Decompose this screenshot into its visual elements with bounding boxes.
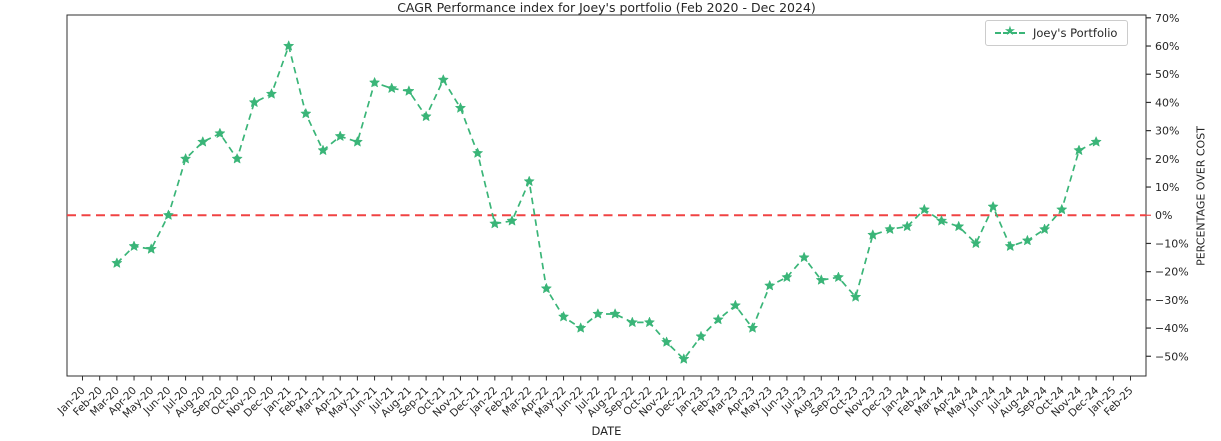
data-point-marker	[179, 152, 192, 164]
data-point-marker	[695, 330, 707, 342]
data-point-marker	[798, 251, 810, 263]
y-axis-label: PERCENTAGE OVER COST	[1194, 126, 1208, 266]
data-point-marker	[351, 135, 364, 147]
data-point-marker	[1038, 223, 1051, 235]
data-point-marker	[197, 135, 209, 147]
y-tick-label: −50%	[1155, 350, 1189, 363]
data-point-marker	[764, 279, 776, 291]
data-point-marker	[953, 220, 965, 232]
data-point-marker	[368, 76, 381, 88]
legend: ★ Joey's Portfolio	[985, 20, 1129, 46]
data-point-marker	[265, 88, 278, 99]
data-point-marker	[386, 82, 398, 94]
legend-series-label: Joey's Portfolio	[1033, 26, 1118, 40]
data-point-marker	[970, 237, 982, 249]
data-point-marker	[403, 85, 415, 96]
data-point-marker	[248, 96, 260, 108]
y-tick-label: −30%	[1155, 294, 1189, 307]
data-point-marker	[575, 322, 587, 333]
data-point-marker	[540, 282, 553, 294]
y-tick-label: −10%	[1155, 237, 1189, 250]
data-point-marker	[1073, 144, 1085, 156]
data-point-marker	[1090, 135, 1102, 147]
data-point-marker	[145, 243, 157, 254]
data-point-marker	[901, 220, 913, 232]
legend-line-sample: ★	[995, 25, 1025, 38]
data-point-marker	[884, 223, 896, 235]
x-axis-label: DATE	[591, 424, 622, 438]
data-point-marker	[454, 102, 467, 113]
y-tick-label: 0%	[1155, 209, 1172, 222]
data-point-marker	[300, 107, 312, 119]
data-point-marker	[1056, 203, 1068, 215]
data-point-marker	[746, 322, 759, 333]
data-point-marker	[849, 291, 862, 302]
data-point-marker	[437, 73, 449, 85]
data-point-marker	[282, 40, 295, 51]
y-tick-label: 40%	[1155, 96, 1179, 109]
data-point-marker	[523, 175, 535, 187]
data-point-marker	[987, 200, 999, 212]
data-point-marker	[557, 310, 570, 322]
data-point-marker	[592, 308, 604, 319]
data-point-marker	[506, 214, 518, 226]
data-point-marker	[317, 144, 329, 156]
chart-title: CAGR Performance index for Joey's portfo…	[397, 0, 816, 15]
data-point-marker	[471, 147, 484, 159]
y-tick-label: −40%	[1155, 322, 1189, 335]
data-point-marker	[729, 299, 742, 311]
data-point-marker	[643, 316, 656, 328]
data-point-marker	[111, 257, 123, 269]
y-tick-label: 30%	[1155, 125, 1179, 138]
data-point-marker	[815, 274, 827, 285]
data-point-marker	[712, 313, 724, 325]
data-point-marker	[660, 336, 673, 347]
y-tick-label: 50%	[1155, 68, 1179, 81]
data-point-marker	[231, 152, 243, 164]
y-tick-label: 10%	[1155, 181, 1179, 194]
series-line	[116, 43, 1097, 361]
y-tick-label: 20%	[1155, 153, 1179, 166]
data-point-marker	[128, 240, 140, 252]
plot-frame	[66, 14, 1147, 377]
data-point-marker	[918, 203, 931, 215]
data-point-marker	[867, 229, 879, 240]
data-point-marker	[678, 353, 690, 364]
y-tick-label: 70%	[1155, 12, 1179, 25]
data-point-marker	[489, 217, 501, 229]
data-point-marker	[832, 271, 845, 283]
y-tick-label: 60%	[1155, 40, 1179, 53]
data-point-marker	[626, 316, 638, 328]
data-point-marker	[334, 130, 346, 142]
data-point-marker	[781, 271, 793, 283]
star-marker-icon: ★	[1004, 24, 1016, 39]
data-point-marker	[420, 110, 432, 122]
data-point-marker	[1004, 240, 1016, 252]
data-point-marker	[609, 308, 621, 319]
data-point-marker	[935, 214, 948, 226]
y-tick-label: −20%	[1155, 266, 1189, 279]
data-point-marker	[214, 127, 226, 139]
data-point-marker	[162, 209, 175, 221]
data-point-marker	[1021, 234, 1034, 246]
